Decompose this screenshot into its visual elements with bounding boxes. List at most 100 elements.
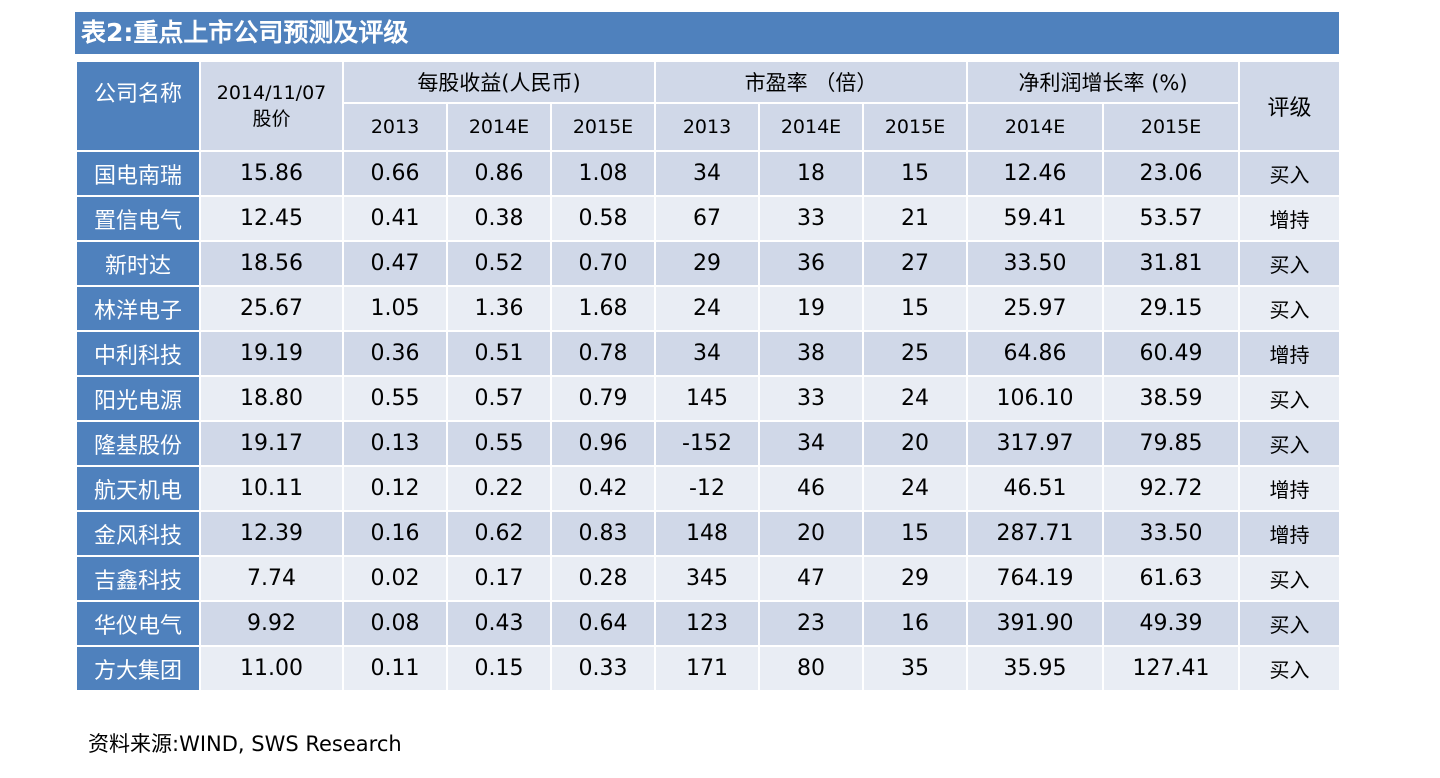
pe-cell: 20	[758, 510, 865, 557]
header-growth-year: 2014E	[966, 102, 1105, 152]
price-cell: 12.45	[199, 195, 344, 242]
header-price-label: 股价	[252, 108, 291, 130]
header-pe-year: 2015E	[862, 102, 969, 152]
eps-cell: 0.62	[446, 510, 552, 557]
pe-cell: 46	[758, 465, 865, 512]
pe-cell: 345	[654, 555, 761, 602]
growth-cell: 287.71	[966, 510, 1105, 557]
rating-cell: 买入	[1238, 375, 1342, 422]
company-name: 林洋电子	[75, 285, 201, 332]
eps-cell: 0.13	[342, 420, 448, 467]
pe-cell: 21	[862, 195, 969, 242]
rating-cell: 买入	[1238, 420, 1342, 467]
pe-cell: 29	[654, 240, 761, 287]
pe-cell: -12	[654, 465, 761, 512]
growth-cell: 92.72	[1102, 465, 1241, 512]
table-row: 方大集团 11.00 0.11 0.15 0.33 171 80 35 35.95 127.41 买…	[75, 645, 1342, 692]
header-eps-year: 2013	[342, 102, 448, 152]
pe-cell: 145	[654, 375, 761, 422]
pe-cell: 16	[862, 600, 969, 647]
growth-cell: 317.97	[966, 420, 1105, 467]
eps-cell: 0.02	[342, 555, 448, 602]
pe-cell: 36	[758, 240, 865, 287]
company-name: 阳光电源	[75, 375, 201, 422]
growth-cell: 35.95	[966, 645, 1105, 692]
header-company: 公司名称	[75, 60, 201, 152]
eps-cell: 0.58	[549, 195, 657, 242]
header-pe-group: 市盈率 （倍）	[654, 60, 969, 104]
pe-cell: 33	[758, 195, 865, 242]
pe-cell: 47	[758, 555, 865, 602]
price-cell: 18.56	[199, 240, 344, 287]
eps-cell: 0.33	[549, 645, 657, 692]
eps-cell: 0.57	[446, 375, 552, 422]
rating-cell: 买入	[1238, 240, 1342, 287]
pe-cell: 33	[758, 375, 865, 422]
price-cell: 19.17	[199, 420, 344, 467]
eps-cell: 0.70	[549, 240, 657, 287]
growth-cell: 33.50	[966, 240, 1105, 287]
pe-cell: 24	[862, 375, 969, 422]
eps-cell: 0.38	[446, 195, 552, 242]
eps-cell: 0.08	[342, 600, 448, 647]
pe-cell: -152	[654, 420, 761, 467]
table-row: 隆基股份 19.17 0.13 0.55 0.96 -152 34 20 317.97 79.85…	[75, 420, 1342, 467]
eps-cell: 1.08	[549, 150, 657, 197]
pe-cell: 20	[862, 420, 969, 467]
growth-cell: 49.39	[1102, 600, 1241, 647]
pe-cell: 80	[758, 645, 865, 692]
header-pe-year: 2014E	[758, 102, 865, 152]
eps-cell: 0.42	[549, 465, 657, 512]
header-growth-year: 2015E	[1102, 102, 1241, 152]
price-cell: 10.11	[199, 465, 344, 512]
eps-cell: 0.83	[549, 510, 657, 557]
rating-cell: 买入	[1238, 150, 1342, 197]
pe-cell: 15	[862, 150, 969, 197]
pe-cell: 35	[862, 645, 969, 692]
rating-cell: 增持	[1238, 195, 1342, 242]
price-cell: 7.74	[199, 555, 344, 602]
eps-cell: 0.28	[549, 555, 657, 602]
table-row: 吉鑫科技 7.74 0.02 0.17 0.28 345 47 29 764.19 61.63 买入	[75, 555, 1342, 602]
company-name: 新时达	[75, 240, 201, 287]
growth-cell: 64.86	[966, 330, 1105, 377]
growth-cell: 79.85	[1102, 420, 1241, 467]
eps-cell: 1.05	[342, 285, 448, 332]
growth-cell: 764.19	[966, 555, 1105, 602]
pe-cell: 34	[654, 150, 761, 197]
header-eps-group: 每股收益(人民币)	[341, 60, 657, 104]
eps-cell: 1.36	[446, 285, 552, 332]
eps-cell: 0.78	[549, 330, 657, 377]
growth-cell: 25.97	[966, 285, 1105, 332]
eps-cell: 0.55	[446, 420, 552, 467]
price-cell: 15.86	[199, 150, 344, 197]
rating-cell: 买入	[1238, 285, 1342, 332]
eps-cell: 0.41	[342, 195, 448, 242]
company-name: 吉鑫科技	[75, 555, 201, 602]
growth-cell: 53.57	[1102, 195, 1241, 242]
table-row: 林洋电子 25.67 1.05 1.36 1.68 24 19 15 25.97 29.15 买入	[75, 285, 1342, 332]
pe-cell: 34	[654, 330, 761, 377]
growth-cell: 31.81	[1102, 240, 1241, 287]
rating-cell: 买入	[1238, 555, 1342, 602]
eps-cell: 0.66	[342, 150, 448, 197]
table-row: 阳光电源 18.80 0.55 0.57 0.79 145 33 24 106.10 38.59 买…	[75, 375, 1342, 422]
eps-cell: 0.55	[342, 375, 448, 422]
forecast-table: 公司名称 2014/11/07 股价 每股收益(人民币) 市盈率 （倍） 净利润…	[75, 60, 1342, 692]
company-name: 华仪电气	[75, 600, 201, 647]
pe-cell: 38	[758, 330, 865, 377]
price-cell: 11.00	[199, 645, 344, 692]
price-cell: 25.67	[199, 285, 344, 332]
growth-cell: 106.10	[966, 375, 1105, 422]
pe-cell: 18	[758, 150, 865, 197]
growth-cell: 33.50	[1102, 510, 1241, 557]
eps-cell: 0.51	[446, 330, 552, 377]
eps-cell: 0.12	[342, 465, 448, 512]
growth-cell: 29.15	[1102, 285, 1241, 332]
pe-cell: 67	[654, 195, 761, 242]
rating-cell: 增持	[1238, 330, 1342, 377]
table-row: 置信电气 12.45 0.41 0.38 0.58 67 33 21 59.41 53.57 增持	[75, 195, 1342, 242]
growth-cell: 60.49	[1102, 330, 1241, 377]
table-row: 金风科技 12.39 0.16 0.62 0.83 148 20 15 287.71 33.50 增…	[75, 510, 1342, 557]
eps-cell: 0.96	[549, 420, 657, 467]
